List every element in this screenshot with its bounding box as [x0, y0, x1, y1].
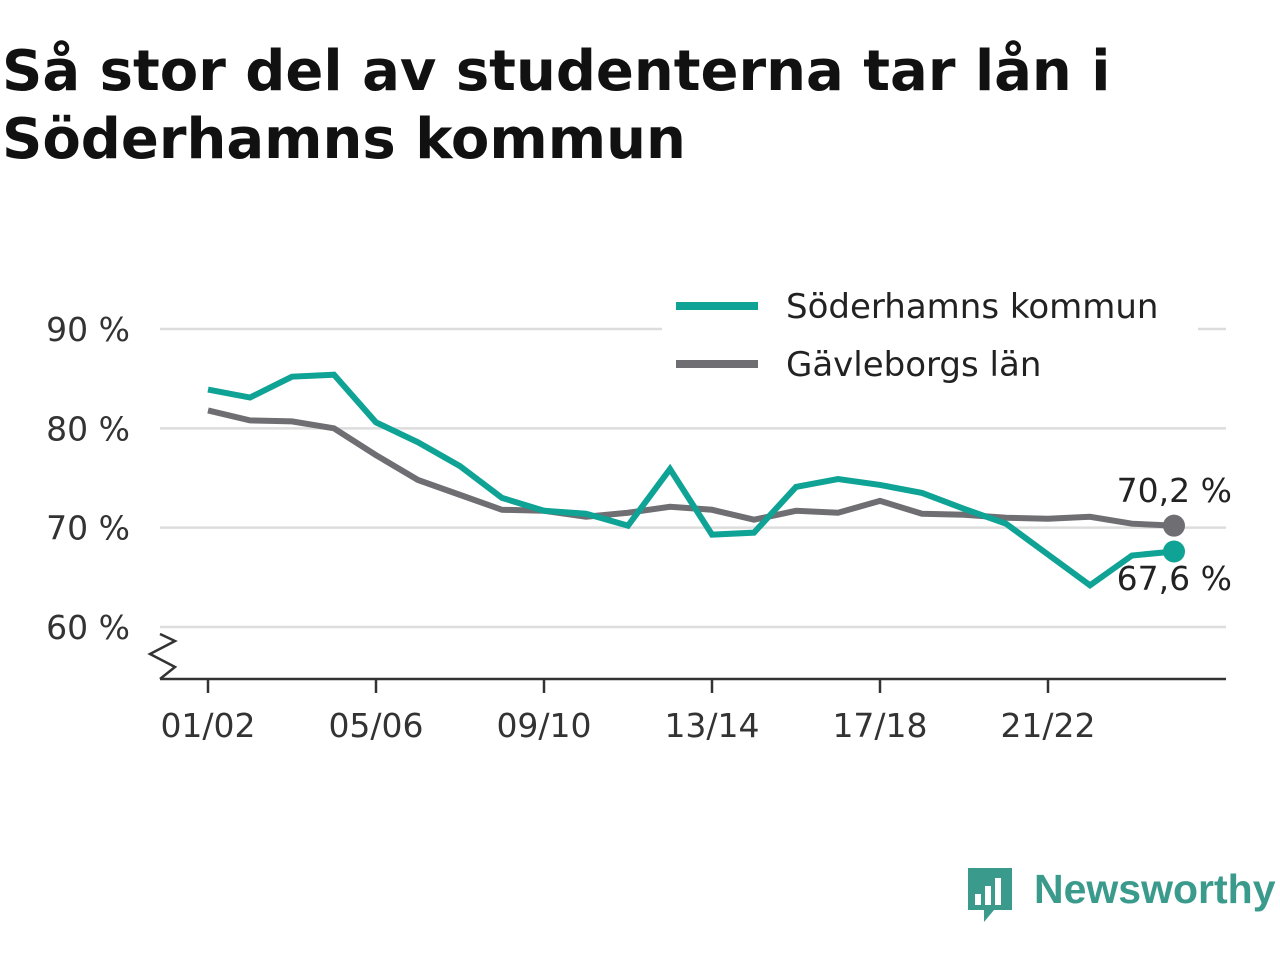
- end-point-soderhamn: [1163, 540, 1185, 563]
- series-lines: [207, 371, 1185, 589]
- x-axis: [147, 632, 1226, 681]
- legend-label-gavleborg: Gävleborgs län: [786, 345, 1041, 385]
- legend: Söderhamns kommun Gävleborgs län: [662, 282, 1198, 392]
- brand-name: Newsworthy: [1034, 866, 1276, 912]
- x-tick-label: 17/18: [832, 706, 927, 745]
- x-axis-ticks: 01/02 05/06 09/10 13/14 17/18 21/22: [160, 679, 1096, 745]
- chart-title: Så stor del av studenterna tar lån i Söd…: [2, 39, 1111, 172]
- x-tick-label: 21/22: [1000, 706, 1095, 745]
- legend-label-soderhamn: Söderhamns kommun: [786, 287, 1158, 327]
- series-line-gavleborg: [207, 407, 1175, 529]
- end-label-gavleborg: 70,2 %: [1117, 471, 1232, 510]
- x-tick-label: 05/06: [328, 706, 423, 745]
- x-tick-label: 09/10: [496, 706, 591, 745]
- legend-background: [662, 282, 1198, 392]
- y-axis-tick-labels: 60 % 70 % 80 % 90 %: [46, 310, 130, 647]
- brand-logo: Newsworthy: [962, 862, 1278, 928]
- end-point-gavleborg: [1163, 514, 1185, 537]
- series-line-soderhamn: [207, 371, 1175, 589]
- x-tick-label: 01/02: [160, 706, 255, 745]
- end-label-soderhamn: 67,6 %: [1117, 559, 1232, 598]
- y-tick-label: 80 %: [46, 409, 130, 448]
- end-value-labels: 70,2 % 67,6 %: [1117, 471, 1232, 598]
- x-tick-label: 13/14: [664, 706, 759, 745]
- y-tick-label: 60 %: [46, 608, 130, 647]
- y-tick-label: 90 %: [46, 310, 130, 349]
- bar-chart-speech-bubble-icon: [968, 868, 1012, 922]
- y-axis-break-icon: [147, 632, 178, 680]
- y-tick-label: 70 %: [46, 509, 130, 548]
